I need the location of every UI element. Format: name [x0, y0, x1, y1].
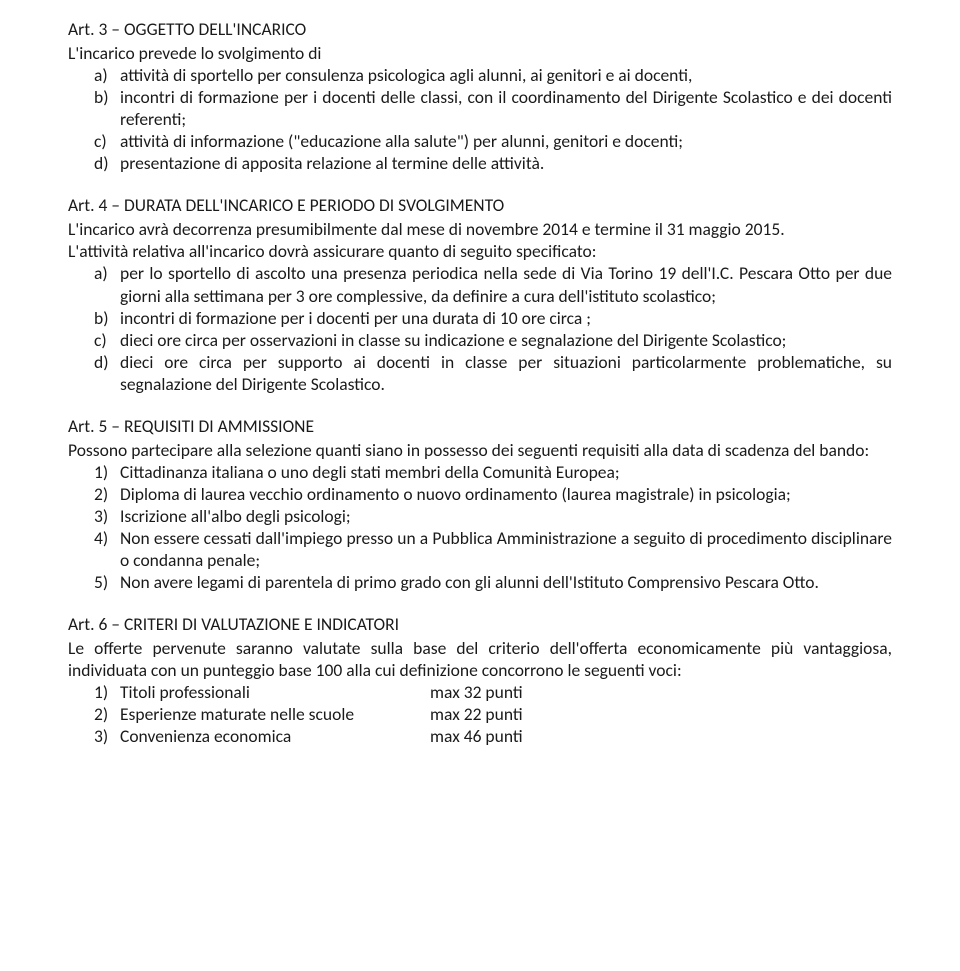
list-text: Esperienze maturate nelle scuole max 22 … [120, 703, 892, 725]
list-marker: b) [94, 307, 120, 329]
list-marker: d) [94, 152, 120, 174]
article-6: Art. 6 – CRITERI DI VALUTAZIONE E INDICA… [68, 613, 892, 747]
article-4-title: Art. 4 – DURATA DELL'INCARICO E PERIODO … [68, 194, 892, 216]
score-label: Esperienze maturate nelle scuole [120, 703, 430, 725]
list-marker: 3) [94, 725, 120, 747]
article-3-title: Art. 3 – OGGETTO DELL'INCARICO [68, 18, 892, 40]
list-text: attività di sportello per consulenza psi… [120, 64, 892, 86]
list-marker: c) [94, 130, 120, 152]
article-6-list: 1) Titoli professionali max 32 punti 2) … [68, 681, 892, 747]
article-5-list: 1) Cittadinanza italiana o uno degli sta… [68, 461, 892, 593]
list-item: b) incontri di formazione per i docenti … [68, 307, 892, 329]
list-marker: 1) [94, 681, 120, 703]
list-item: d) presentazione di apposita relazione a… [68, 152, 892, 174]
score-label: Titoli professionali [120, 681, 430, 703]
list-item: 2) Esperienze maturate nelle scuole max … [68, 703, 892, 725]
list-text: per lo sportello di ascolto una presenza… [120, 262, 892, 306]
document-page: Art. 3 – OGGETTO DELL'INCARICO L'incaric… [0, 0, 960, 971]
article-4: Art. 4 – DURATA DELL'INCARICO E PERIODO … [68, 194, 892, 394]
list-text: presentazione di apposita relazione al t… [120, 152, 892, 174]
list-marker: 3) [94, 505, 120, 527]
article-6-title: Art. 6 – CRITERI DI VALUTAZIONE E INDICA… [68, 613, 892, 635]
list-text: dieci ore circa per supporto ai docenti … [120, 351, 892, 395]
list-text: Non essere cessati dall'impiego presso u… [120, 527, 892, 571]
score-value: max 32 punti [430, 681, 523, 703]
list-item: c) dieci ore circa per osservazioni in c… [68, 329, 892, 351]
list-text: Diploma di laurea vecchio ordinamento o … [120, 483, 892, 505]
list-item: 3) Iscrizione all'albo degli psicologi; [68, 505, 892, 527]
article-3-list: a) attività di sportello per consulenza … [68, 64, 892, 174]
list-marker: c) [94, 329, 120, 351]
list-text: Iscrizione all'albo degli psicologi; [120, 505, 892, 527]
list-item: 1) Titoli professionali max 32 punti [68, 681, 892, 703]
list-marker: 2) [94, 483, 120, 505]
list-marker: b) [94, 86, 120, 130]
list-item: 2) Diploma di laurea vecchio ordinamento… [68, 483, 892, 505]
article-3: Art. 3 – OGGETTO DELL'INCARICO L'incaric… [68, 18, 892, 174]
list-text: incontri di formazione per i docenti del… [120, 86, 892, 130]
list-item: 5) Non avere legami di parentela di prim… [68, 571, 892, 593]
article-4-para1: L'incarico avrà decorrenza presumibilmen… [68, 218, 892, 240]
list-marker: 4) [94, 527, 120, 571]
list-marker: 5) [94, 571, 120, 593]
score-value: max 46 punti [430, 725, 523, 747]
list-marker: a) [94, 64, 120, 86]
list-text: Non avere legami di parentela di primo g… [120, 571, 892, 593]
list-marker: d) [94, 351, 120, 395]
article-4-para2: L'attività relativa all'incarico dovrà a… [68, 240, 892, 262]
list-marker: 2) [94, 703, 120, 725]
list-text: Convenienza economica max 46 punti [120, 725, 892, 747]
list-text: incontri di formazione per i docenti per… [120, 307, 892, 329]
list-item: d) dieci ore circa per supporto ai docen… [68, 351, 892, 395]
list-item: 1) Cittadinanza italiana o uno degli sta… [68, 461, 892, 483]
list-item: a) per lo sportello di ascolto una prese… [68, 262, 892, 306]
list-item: 4) Non essere cessati dall'impiego press… [68, 527, 892, 571]
list-text: attività di informazione ("educazione al… [120, 130, 892, 152]
article-4-list: a) per lo sportello di ascolto una prese… [68, 262, 892, 394]
list-item: b) incontri di formazione per i docenti … [68, 86, 892, 130]
list-item: c) attività di informazione ("educazione… [68, 130, 892, 152]
list-marker: 1) [94, 461, 120, 483]
list-text: dieci ore circa per osservazioni in clas… [120, 329, 892, 351]
list-marker: a) [94, 262, 120, 306]
list-item: 3) Convenienza economica max 46 punti [68, 725, 892, 747]
article-6-para: Le offerte pervenute saranno valutate su… [68, 637, 892, 681]
article-5-para: Possono partecipare alla selezione quant… [68, 439, 892, 461]
article-5: Art. 5 – REQUISITI DI AMMISSIONE Possono… [68, 415, 892, 593]
article-3-intro: L'incarico prevede lo svolgimento di [68, 42, 892, 64]
list-text: Cittadinanza italiana o uno degli stati … [120, 461, 892, 483]
list-item: a) attività di sportello per consulenza … [68, 64, 892, 86]
score-label: Convenienza economica [120, 725, 430, 747]
article-5-title: Art. 5 – REQUISITI DI AMMISSIONE [68, 415, 892, 437]
score-value: max 22 punti [430, 703, 523, 725]
list-text: Titoli professionali max 32 punti [120, 681, 892, 703]
